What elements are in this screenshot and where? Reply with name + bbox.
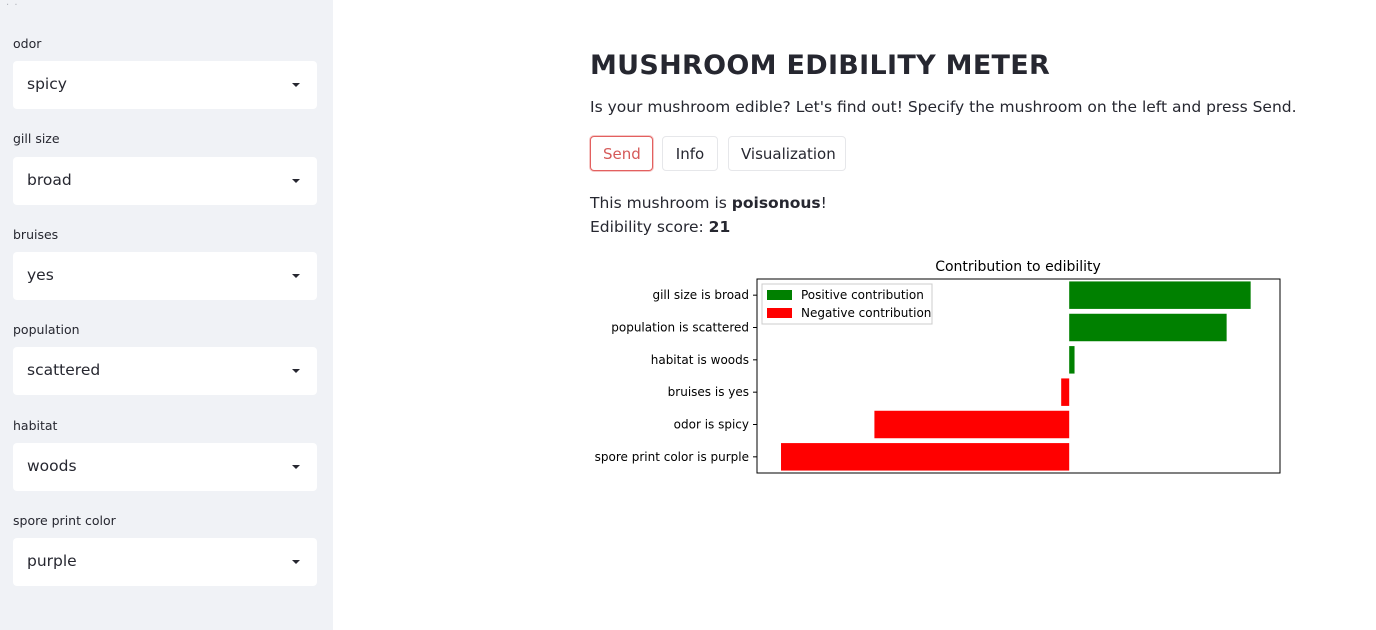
spore-print-color-select[interactable]: purple — [13, 538, 317, 586]
gill-size-select[interactable]: broad — [13, 157, 317, 205]
y-tick-label: odor is spicy — [674, 418, 749, 432]
verdict-prefix: This mushroom is — [590, 194, 732, 212]
legend-positive-swatch — [767, 290, 792, 300]
y-tick-label: bruises is yes — [668, 385, 749, 399]
info-button[interactable]: Info — [662, 136, 718, 171]
chart-frame — [756, 278, 1281, 474]
population-select[interactable]: scattered — [13, 347, 317, 395]
y-tick-label: gill size is broad — [652, 288, 749, 302]
chart-bar — [1069, 281, 1251, 309]
gill-size-label: gill size — [13, 131, 60, 146]
bruises-select[interactable]: yes — [13, 252, 317, 300]
legend-negative-swatch — [767, 308, 792, 318]
chart-y-labels: gill size is broad population is scattere… — [595, 288, 757, 464]
visualization-button[interactable]: Visualization — [728, 136, 846, 171]
sidebar: · · odor spicy gill size broad bruises y… — [0, 0, 333, 630]
population-label: population — [13, 322, 80, 337]
population-select-value: scattered — [27, 361, 101, 379]
odor-select-value: spicy — [27, 75, 67, 93]
chevron-down-icon — [292, 465, 300, 469]
page-title: MUSHROOM EDIBILITY METER — [590, 50, 1051, 81]
score-value: 21 — [708, 218, 731, 236]
chart-bar — [874, 410, 1070, 439]
bruises-select-value: yes — [27, 266, 54, 284]
chart-title: Contribution to edibility — [935, 259, 1101, 275]
habitat-select-value: woods — [27, 457, 77, 475]
y-tick-label: habitat is woods — [651, 353, 749, 367]
verdict-suffix: ! — [820, 194, 827, 212]
spore-print-color-label: spore print color — [13, 513, 116, 528]
send-button[interactable]: Send — [590, 136, 653, 171]
chart-bar — [781, 443, 1070, 471]
legend-negative-label: Negative contribution — [801, 306, 931, 320]
spore-print-color-select-value: purple — [27, 552, 77, 570]
main-content: MUSHROOM EDIBILITY METER Is your mushroo… — [333, 0, 1376, 630]
chart-legend: Positive contribution Negative contribut… — [761, 283, 933, 325]
gill-size-select-value: broad — [27, 171, 72, 189]
chevron-down-icon — [292, 274, 300, 278]
legend-positive-label: Positive contribution — [801, 288, 924, 302]
verdict-line: This mushroom is poisonous! — [590, 191, 827, 215]
verdict-value: poisonous — [731, 194, 821, 212]
chart-bars — [781, 281, 1251, 471]
y-tick-label: population is scattered — [611, 321, 749, 335]
chart-bar — [1061, 378, 1070, 406]
chart-bar — [1069, 346, 1075, 374]
chevron-down-icon — [292, 369, 300, 373]
contribution-chart: Contribution to edibility gill size is b… — [595, 259, 1281, 474]
bruises-label: bruises — [13, 227, 59, 242]
habitat-select[interactable]: woods — [13, 443, 317, 491]
chevron-down-icon — [292, 560, 300, 564]
y-tick-label: spore print color is purple — [595, 450, 749, 464]
chevron-down-icon — [292, 179, 300, 183]
score-line: Edibility score: 21 — [590, 215, 827, 239]
odor-select[interactable]: spicy — [13, 61, 317, 109]
result-text: This mushroom is poisonous! Edibility sc… — [590, 191, 827, 239]
chevron-down-icon — [292, 83, 300, 87]
sidebar-drag-handle[interactable]: · · — [6, 0, 19, 11]
score-label: Edibility score: — [590, 218, 709, 236]
chart-bar — [1069, 313, 1227, 342]
odor-label: odor — [13, 36, 42, 51]
habitat-label: habitat — [13, 418, 58, 433]
page-subtitle: Is your mushroom edible? Let's find out!… — [590, 98, 1297, 116]
